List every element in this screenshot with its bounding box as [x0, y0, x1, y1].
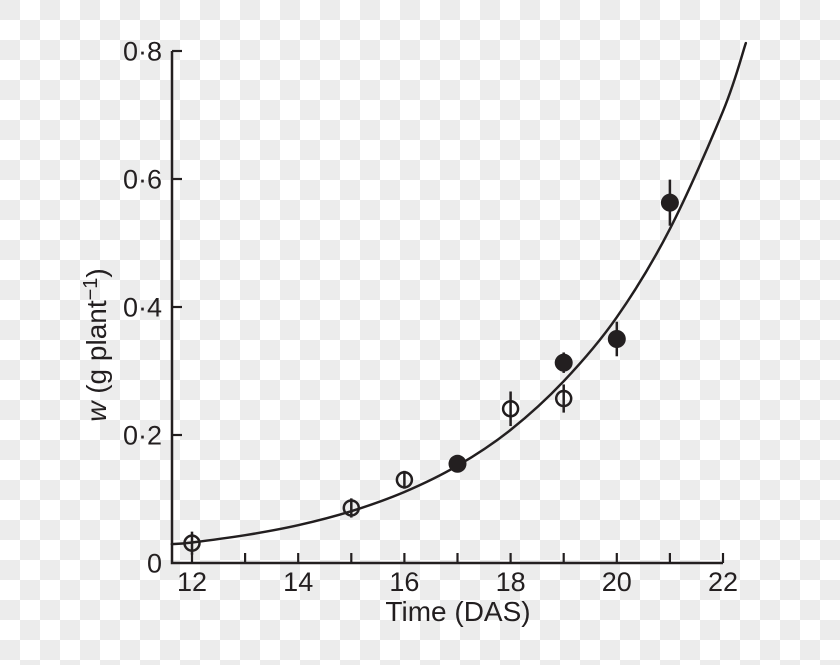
axis-ticks	[172, 49, 725, 563]
filled-circle-point-21	[660, 193, 679, 212]
open-circle-point-12	[183, 534, 201, 552]
y-tick-label-0: 0	[147, 549, 162, 579]
y-axis-title: w (g plant−1)	[80, 268, 112, 422]
y-axis-unit: (g plant	[81, 300, 112, 401]
y-axis-unit-close: )	[81, 268, 112, 277]
fitted-growth-curve	[170, 41, 748, 546]
axes	[170, 51, 723, 565]
x-tick-label-12: 12	[177, 567, 207, 597]
filled-circle-point-20	[607, 330, 626, 348]
y-tick-label-0.4: 0·4	[123, 293, 162, 323]
y-tick-label-0.6: 0·6	[123, 165, 162, 195]
x-tick-label-22: 22	[708, 567, 738, 597]
y-axis-variable: w	[81, 400, 112, 422]
x-tick-label-20: 20	[602, 567, 632, 597]
filled-circle-point-19	[554, 353, 573, 372]
fitted-curve	[170, 41, 748, 546]
tick-labels: 12 14 16 18 20 22 0 0·2 0·4 0·6 0·8	[123, 37, 738, 598]
x-tick-label-14: 14	[283, 567, 313, 597]
axis-lines	[170, 51, 723, 565]
x-tick-label-18: 18	[496, 567, 526, 597]
filled-circle-point-17	[448, 454, 467, 473]
y-axis-exponent: −1	[80, 278, 102, 301]
filled-circle-points	[448, 179, 679, 473]
open-circle-point-18	[501, 400, 520, 418]
open-circle-point-15	[342, 499, 361, 517]
open-circle-points	[183, 384, 573, 555]
data-points	[183, 179, 679, 555]
x-axis-title: Time (DAS)	[385, 596, 530, 627]
y-tick-label-0.8: 0·8	[123, 37, 162, 67]
x-tick-label-16: 16	[389, 567, 419, 597]
y-tick-label-0.2: 0·2	[123, 421, 162, 451]
open-circle-point-16	[395, 471, 414, 489]
open-circle-point-19	[554, 389, 573, 408]
